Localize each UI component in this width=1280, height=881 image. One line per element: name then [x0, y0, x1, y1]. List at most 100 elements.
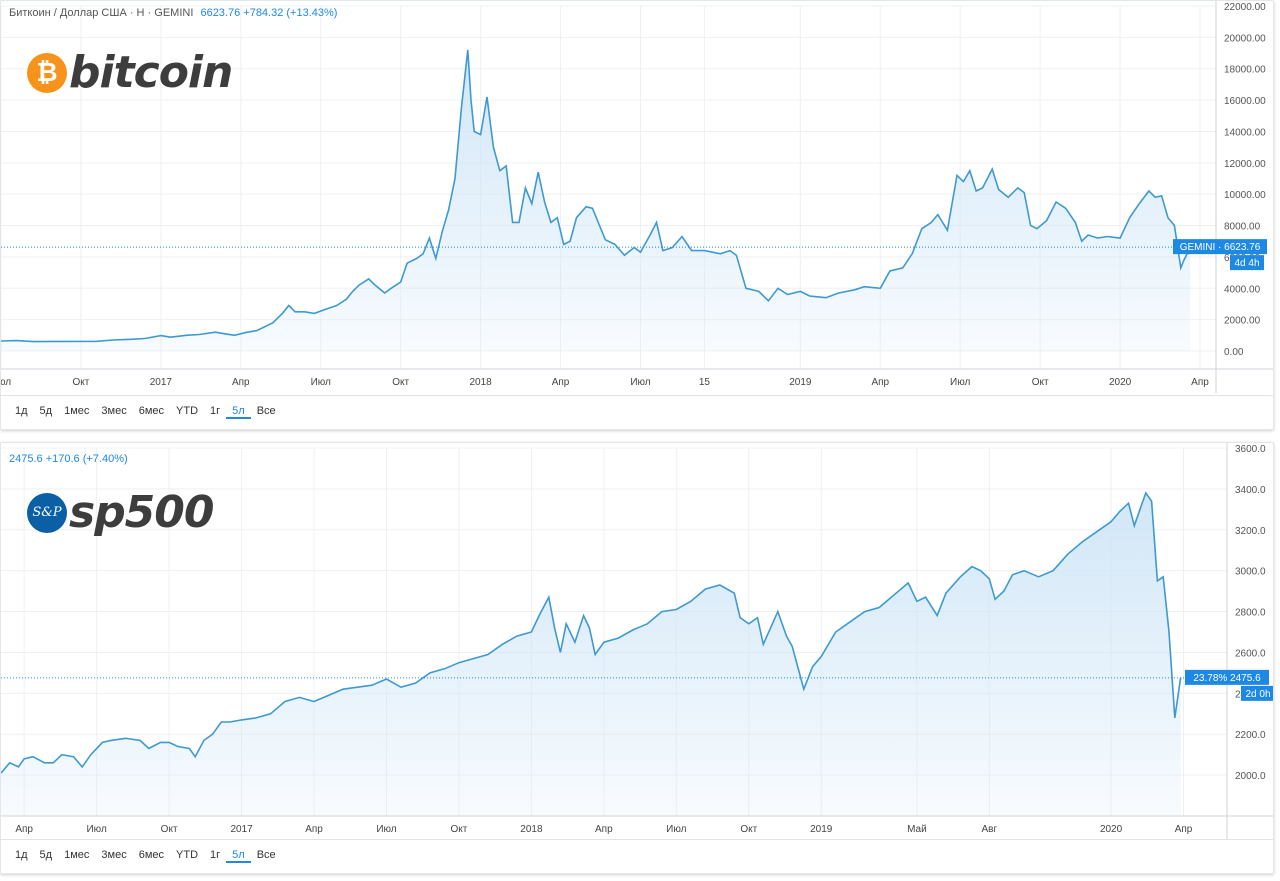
- timeframe-button[interactable]: 5д: [39, 405, 53, 417]
- x-tick-label: 2020: [1109, 377, 1132, 388]
- x-tick-label: Апр: [552, 377, 570, 388]
- timeframe-bar: 1д 5д 1мес 3мес 6мес YTD 1г 5л Все: [9, 849, 282, 863]
- timeframe-button[interactable]: 6мес: [138, 849, 165, 861]
- x-tick-label: Окт: [1032, 377, 1049, 388]
- y-tick-label: 2200.0: [1235, 730, 1266, 741]
- bitcoin-chart-panel: 0.002000.004000.006000.008000.0010000.00…: [0, 0, 1274, 430]
- price-line: [1, 49, 1192, 343]
- timeframe-button[interactable]: 1д: [15, 405, 28, 417]
- timeframe-button[interactable]: 1г: [210, 405, 221, 417]
- last-price-label-text: GEMINI · 6623.76: [1180, 242, 1261, 253]
- chart-legend: 2475.6 +170.6 (+7.40%): [9, 453, 128, 465]
- x-tick-label: Июл: [1, 377, 11, 388]
- y-tick-label: 2000.00: [1224, 316, 1261, 327]
- y-tick-label: 10000.00: [1224, 190, 1266, 201]
- last-price-label: 23.78% 2475.6: [1185, 669, 1269, 685]
- sp500-logo-text: sp500: [69, 487, 215, 538]
- price-line: [1, 491, 1182, 774]
- y-tick-label: 22000.00: [1224, 2, 1266, 13]
- legend-values: 6623.76 +784.32 (+13.43%): [200, 7, 338, 19]
- x-tick-label: Июл: [376, 824, 396, 835]
- price-area: [1, 49, 1191, 352]
- x-tick-label: Апр: [15, 824, 33, 835]
- last-price-label: GEMINI · 6623.76: [1173, 239, 1267, 255]
- x-tick-label: 2017: [230, 824, 253, 835]
- timeframe-separator: [1, 839, 1273, 840]
- legend-values: 2475.6 +170.6 (+7.40%): [9, 453, 128, 465]
- timeframe-button[interactable]: 1г: [210, 849, 221, 861]
- timeframe-button[interactable]: YTD: [176, 849, 199, 861]
- bitcoin-logo: ₿ bitcoin: [27, 47, 233, 98]
- timeframe-button[interactable]: Все: [256, 849, 276, 861]
- timeframe-button[interactable]: 5л: [226, 405, 251, 419]
- timeframe-button[interactable]: 6мес: [138, 405, 165, 417]
- countdown-label-text: 4d 4h: [1234, 258, 1259, 269]
- x-tick-label: Окт: [161, 824, 178, 835]
- timeframe-button[interactable]: 3мес: [101, 849, 127, 861]
- chart-legend: Биткоин / Доллар США · Н · GEMINI 6623.7…: [9, 7, 337, 19]
- legend-title: Биткоин / Доллар США · Н · GEMINI: [9, 7, 194, 19]
- sp500-chart-panel: 2000.02200.02400.02600.02800.03000.03200…: [0, 442, 1274, 874]
- x-tick-label: Апр: [305, 824, 323, 835]
- sp500-logo: S&P sp500: [27, 487, 215, 538]
- x-tick-label: 15: [699, 377, 711, 388]
- y-tick-label: 4000.00: [1224, 284, 1261, 295]
- x-tick-label: Апр: [871, 377, 889, 388]
- x-tick-label: 2018: [520, 824, 543, 835]
- last-price-label-bg: [1185, 669, 1269, 685]
- y-tick-label: 16000.00: [1224, 96, 1266, 107]
- timeframe-button[interactable]: 5л: [226, 849, 251, 863]
- countdown-label-bg: [1241, 685, 1273, 701]
- x-tick-label: Апр: [232, 377, 250, 388]
- last-price-label-bg: [1173, 239, 1267, 255]
- x-tick-label: Окт: [451, 824, 468, 835]
- x-tick-label: Окт: [392, 377, 409, 388]
- y-tick-label: 3200.0: [1235, 526, 1266, 537]
- bitcoin-logo-text: bitcoin: [69, 47, 233, 98]
- timeframe-button[interactable]: YTD: [176, 405, 199, 417]
- y-tick-label: 2000.0: [1235, 771, 1266, 782]
- y-tick-label: 2600.0: [1235, 648, 1266, 659]
- countdown-label: 4d 4h: [1230, 255, 1264, 271]
- x-tick-label: 2017: [150, 377, 173, 388]
- countdown-label-bg: [1230, 255, 1264, 271]
- y-tick-label: 3000.0: [1235, 567, 1266, 578]
- x-tick-label: 2018: [469, 377, 492, 388]
- bitcoin-chart[interactable]: 0.002000.004000.006000.008000.0010000.00…: [1, 1, 1273, 429]
- sp-circle-icon: S&P: [27, 492, 67, 533]
- y-tick-label: 8000.00: [1224, 222, 1261, 233]
- y-tick-label: 0.00: [1224, 347, 1244, 358]
- last-price-label-text: 23.78% 2475.6: [1193, 673, 1261, 684]
- x-tick-label: 2020: [1100, 824, 1123, 835]
- x-tick-label: 2019: [789, 377, 812, 388]
- x-tick-label: Авг: [982, 824, 998, 835]
- y-tick-label: 2800.0: [1235, 608, 1266, 619]
- y-tick-label: 20000.00: [1224, 33, 1266, 44]
- timeframe-button[interactable]: 1мес: [64, 849, 90, 861]
- timeframe-button[interactable]: 3мес: [101, 405, 127, 417]
- x-tick-label: Июл: [630, 377, 650, 388]
- x-tick-label: Июл: [666, 824, 686, 835]
- timeframe-bar: 1д 5д 1мес 3мес 6мес YTD 1г 5л Все: [9, 405, 282, 419]
- x-tick-label: Апр: [595, 824, 613, 835]
- sp500-chart[interactable]: 2000.02200.02400.02600.02800.03000.03200…: [1, 443, 1273, 873]
- x-tick-label: Июл: [311, 377, 331, 388]
- y-tick-label: 14000.00: [1224, 127, 1266, 138]
- timeframe-button[interactable]: 1мес: [64, 405, 90, 417]
- countdown-label-text: 2d 0h: [1245, 689, 1270, 700]
- y-tick-label: 3600.0: [1235, 444, 1266, 455]
- x-tick-label: Июл: [86, 824, 106, 835]
- x-tick-label: Окт: [73, 377, 90, 388]
- countdown-label: 2d 0h: [1241, 685, 1273, 701]
- timeframe-separator: [1, 395, 1273, 396]
- x-tick-label: Апр: [1175, 824, 1193, 835]
- timeframe-button[interactable]: 1д: [15, 849, 28, 861]
- x-tick-label: Май: [907, 824, 927, 835]
- timeframe-button[interactable]: Все: [256, 405, 276, 417]
- timeframe-button[interactable]: 5д: [39, 849, 53, 861]
- x-tick-label: 2019: [810, 824, 833, 835]
- price-area: [1, 493, 1181, 816]
- bitcoin-coin-icon: ₿: [27, 52, 67, 93]
- x-tick-label: Апр: [1191, 377, 1209, 388]
- y-tick-label: 18000.00: [1224, 65, 1266, 76]
